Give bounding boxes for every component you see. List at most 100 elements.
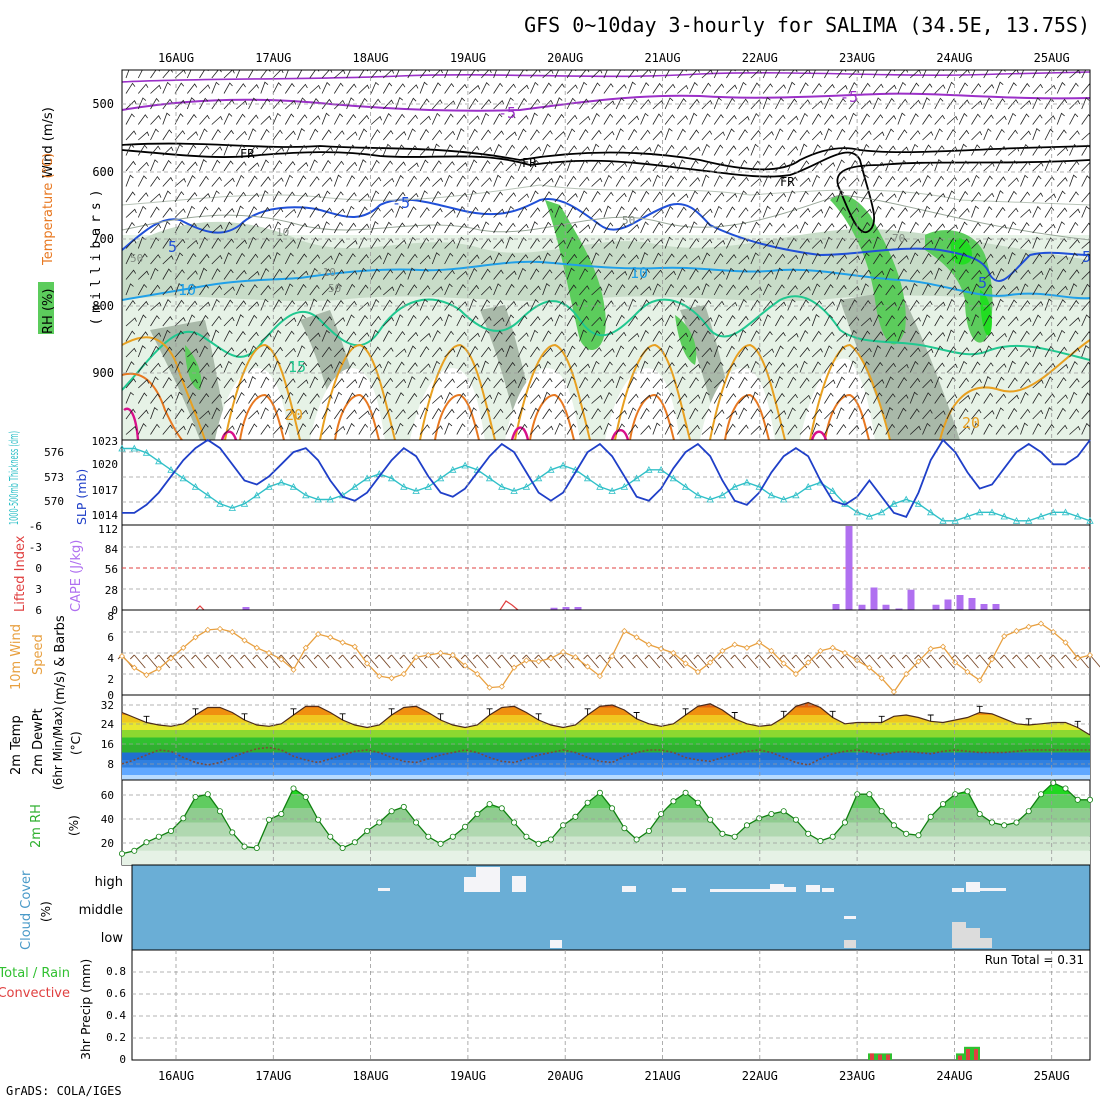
wind-barb (223, 238, 235, 249)
wind-barb (640, 286, 652, 296)
day-label: 19AUG (450, 51, 486, 65)
wind-barb (505, 409, 517, 420)
wind-barb (652, 113, 662, 125)
wind-barb (873, 144, 883, 156)
wind-barb (566, 114, 578, 125)
wind-barb (591, 252, 600, 265)
wind-marker (584, 663, 591, 670)
wind-barb (137, 83, 149, 94)
wind-barb (554, 70, 563, 79)
wind-barb (530, 221, 538, 234)
wind-barb (922, 348, 934, 358)
slp-tick: 1017 (92, 484, 119, 497)
wind-barb (407, 284, 418, 296)
wind-barb (787, 346, 797, 358)
wind-barb (775, 145, 786, 156)
rh-marker (229, 829, 236, 836)
wind-barb (358, 301, 370, 311)
wind-barb (566, 193, 578, 203)
wind-barb (689, 424, 700, 435)
wind-barb (848, 190, 858, 203)
wind-barb (677, 315, 687, 327)
rh-marker (486, 801, 493, 808)
rh-marker (400, 803, 407, 810)
wind-barb (223, 208, 235, 218)
wind-barb (799, 252, 808, 265)
wind-barb (628, 224, 640, 234)
temp-band (122, 730, 1090, 738)
wind-marker (143, 671, 150, 679)
wind-barb (174, 238, 186, 249)
wind-barb (1007, 286, 1019, 296)
wind-barb (897, 377, 908, 389)
wind-barb (542, 391, 551, 404)
wind-barb (934, 114, 945, 125)
wind-barb (137, 392, 148, 404)
wind-barb (1094, 316, 1100, 326)
wind-barb (1044, 84, 1056, 94)
wind-barb (995, 81, 1004, 94)
wind-barb (762, 174, 772, 187)
wind-barb (983, 128, 992, 141)
wind-barb (677, 284, 688, 296)
thickness-marker (412, 487, 420, 494)
wind-barb (542, 377, 553, 389)
wind-barb (848, 221, 857, 234)
precip-conv-bar (870, 1053, 874, 1060)
wind-barb (726, 145, 737, 156)
wind-barb (272, 146, 284, 156)
wind-barb (248, 253, 259, 265)
cape-li-panel: -6 -3 0 3 6 112 84 56 28 0 Lifted Index … (13, 520, 1091, 617)
wind-barb (321, 346, 332, 358)
wind-barb (677, 159, 686, 172)
wind-barb (395, 239, 407, 249)
wind-barb (983, 84, 995, 94)
wind-barb (162, 285, 174, 296)
wind-barb (591, 160, 602, 172)
wind-barb (664, 97, 674, 110)
wind-barb (493, 252, 502, 265)
wind-barb (554, 175, 564, 187)
wind-barb (1094, 333, 1100, 342)
cloud-block (770, 884, 784, 892)
wind-barb (824, 223, 835, 234)
wind-barb (272, 360, 281, 373)
wind-barb (909, 360, 919, 373)
wind-marker (425, 652, 432, 659)
wind-barb (946, 393, 958, 404)
wind-barb (480, 221, 490, 234)
wind-barb (897, 316, 908, 327)
wind-barb (701, 425, 713, 435)
wind-barb (125, 221, 135, 234)
wind-barb (713, 379, 725, 389)
wind-barb (860, 113, 870, 125)
wind-barb (1056, 207, 1068, 218)
wind-marker (511, 664, 518, 671)
thickness-marker (142, 448, 151, 456)
thickness-marker (608, 487, 616, 494)
thickness-marker (277, 478, 285, 486)
wind-barb (701, 238, 713, 249)
wind-barb (566, 314, 577, 327)
wind-barb (554, 253, 564, 265)
wind-barb (848, 99, 859, 110)
wind-barb (705, 654, 722, 669)
wind-barb (848, 407, 858, 420)
wind-barb (1032, 162, 1044, 172)
thickness-markers (118, 444, 1094, 524)
axis-label-li: Lifted Index (13, 535, 28, 612)
wind-barb (885, 393, 896, 404)
wind-barb (885, 223, 897, 234)
wind-barb (480, 207, 492, 218)
wind-barb (223, 190, 233, 203)
wind-barb (248, 114, 259, 125)
wind-barb (1048, 654, 1065, 669)
wind-barb (958, 316, 970, 327)
wind-barb (174, 347, 186, 358)
wind-barb (983, 345, 992, 358)
wind-barb (138, 161, 149, 172)
wind-barb (995, 407, 1004, 420)
wind-barb (824, 392, 834, 404)
wind-barb (174, 425, 186, 435)
wind-barb (174, 252, 184, 265)
